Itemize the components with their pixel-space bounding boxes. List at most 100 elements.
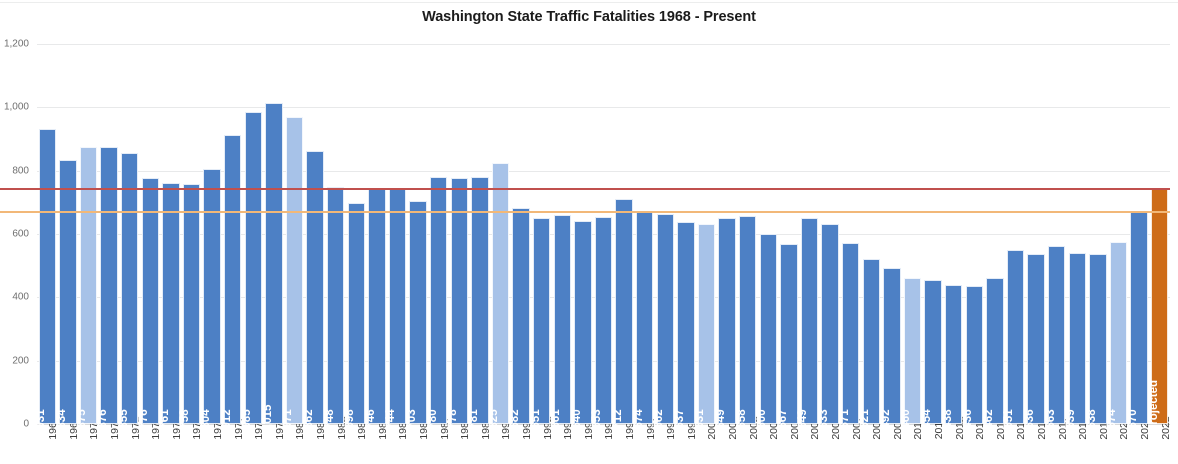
- bar-1984[interactable]: 746: [365, 187, 386, 429]
- x-label-slot: 2013: [964, 416, 986, 464]
- bar-2010[interactable]: 460: [900, 278, 922, 429]
- bar-1976[interactable]: 804: [200, 169, 221, 429]
- bar-2001[interactable]: 649: [715, 218, 736, 429]
- bar-2015[interactable]: 551: [1003, 249, 1025, 429]
- x-label-slot: 1994: [573, 416, 595, 464]
- bar-1986[interactable]: 703: [406, 201, 427, 429]
- bar-slot: 574: [1106, 44, 1129, 429]
- x-label-slot: 2014: [985, 416, 1007, 464]
- x-label-slot: 2001: [717, 416, 739, 464]
- bar-slot: 825: [488, 44, 511, 429]
- bar-slot: 855: [118, 44, 140, 429]
- bar-1996[interactable]: 712: [612, 198, 633, 429]
- bar-2018[interactable]: 539: [1065, 253, 1087, 429]
- gridline-0: [37, 424, 1170, 425]
- bar-slot: 804: [200, 44, 223, 429]
- bar-1992[interactable]: 651: [530, 217, 551, 429]
- bar-slot: 600: [756, 44, 779, 429]
- bar-1988[interactable]: 778: [447, 177, 469, 429]
- bar-slot: 780: [427, 44, 449, 429]
- bar-1989[interactable]: 781: [468, 176, 489, 429]
- bar-slot: 674: [633, 44, 655, 429]
- y-axis-tick-label: 1,000: [3, 101, 29, 113]
- bar-slot: 931: [35, 44, 58, 429]
- bar-1978[interactable]: 985: [241, 112, 263, 429]
- bar-1973[interactable]: 776: [138, 178, 160, 429]
- orange-reference-line: [0, 210, 1170, 213]
- x-label-slot: 2018: [1067, 416, 1089, 464]
- bar-slot: 551: [1003, 44, 1026, 429]
- bar-1970[interactable]: 875: [76, 146, 98, 429]
- bar-1999[interactable]: 637: [674, 222, 695, 429]
- plot-area: 0 200 400 600 800 1,000 1,200 931 834 875 876 855 7…: [0, 39, 1170, 458]
- x-label-slot: 2004: [779, 416, 801, 464]
- bar-1977[interactable]: 912: [221, 135, 242, 429]
- x-label-slot: 2008: [861, 416, 883, 464]
- bar-2004[interactable]: 567: [777, 244, 798, 429]
- bar-slot: 436: [962, 44, 985, 429]
- bar-slot: 746: [365, 44, 388, 429]
- bar-slot: 776: [138, 44, 161, 429]
- bar-1968[interactable]: 931: [35, 129, 57, 429]
- bar-slot: 521: [859, 44, 882, 429]
- bar-slot: 462: [983, 44, 1006, 429]
- bar-2016[interactable]: 536: [1024, 254, 1045, 429]
- bar-slot: 778: [447, 44, 470, 429]
- bar-slot: 649: [715, 44, 738, 429]
- x-label-slot: 1976: [202, 416, 224, 464]
- bar-slot: 653: [591, 44, 614, 429]
- x-label-slot: 2000: [696, 416, 718, 464]
- bar-1991[interactable]: 682: [509, 208, 530, 429]
- bar-1969[interactable]: 834: [56, 159, 77, 429]
- bar-2014[interactable]: 462: [983, 277, 1004, 429]
- bar-1981[interactable]: 862: [303, 151, 324, 429]
- bar-slot: 912: [221, 44, 243, 429]
- bar-1971[interactable]: 876: [97, 146, 118, 429]
- bar-slot: 985: [241, 44, 264, 429]
- bar-1985[interactable]: 744: [385, 188, 407, 429]
- bar-1979[interactable]: 1,015: [262, 102, 283, 433]
- bar-slot: 454: [921, 44, 944, 429]
- bar-1972[interactable]: 855: [118, 153, 139, 429]
- bar-2000[interactable]: 631: [694, 224, 716, 429]
- bar-1983[interactable]: 698: [344, 202, 366, 429]
- bar-1997[interactable]: 674: [633, 210, 654, 429]
- x-label-slot: 2007: [840, 416, 863, 464]
- bar-slot: 567: [777, 44, 800, 429]
- bar-2007[interactable]: 571: [839, 243, 860, 429]
- x-label-slot: 2015: [1005, 416, 1027, 464]
- bar-2003[interactable]: 600: [756, 234, 778, 429]
- bar-2020[interactable]: 574: [1106, 242, 1128, 429]
- bar-2019[interactable]: 538: [1086, 253, 1107, 429]
- bar-1994[interactable]: 640: [571, 221, 592, 429]
- x-label-slot: 2016: [1026, 416, 1048, 464]
- x-label-slot: 1970: [78, 416, 100, 464]
- x-label-slot: 1980: [284, 416, 306, 464]
- bar-2005[interactable]: 649: [797, 218, 819, 429]
- bar-slot: 744: [385, 44, 408, 429]
- bar-1993[interactable]: 661: [550, 214, 572, 429]
- y-axis-tick-label: 800: [12, 165, 29, 177]
- bar-1995[interactable]: 653: [591, 217, 613, 429]
- bar-1998[interactable]: 662: [653, 214, 675, 429]
- bar-2012[interactable]: 438: [942, 285, 963, 429]
- bar-2011[interactable]: 454: [921, 280, 942, 429]
- bar-1982[interactable]: 748: [324, 187, 345, 429]
- bar-2002[interactable]: 658: [736, 215, 757, 429]
- bar-2006[interactable]: 633: [818, 223, 839, 429]
- bar-slot: 682: [509, 44, 532, 429]
- bar-slot: 748: [324, 44, 346, 429]
- bar-2009[interactable]: 492: [880, 268, 901, 429]
- bar-1974[interactable]: 761: [159, 183, 180, 429]
- bar-2013[interactable]: 436: [962, 285, 984, 429]
- bar-2017[interactable]: 563: [1045, 245, 1066, 429]
- bar-1975[interactable]: 758: [179, 183, 201, 429]
- x-label-slot: 1972: [119, 416, 142, 464]
- bar-1990[interactable]: 825: [488, 162, 510, 429]
- bar-1987[interactable]: 780: [427, 177, 448, 429]
- bar-2021[interactable]: 670: [1127, 211, 1148, 429]
- bar-slot: 758: [179, 44, 202, 429]
- bar-1980[interactable]: 971: [282, 116, 304, 429]
- bar-2008[interactable]: 521: [859, 259, 881, 429]
- bar-2022[interactable]: 745, Projected: [1148, 188, 1169, 458]
